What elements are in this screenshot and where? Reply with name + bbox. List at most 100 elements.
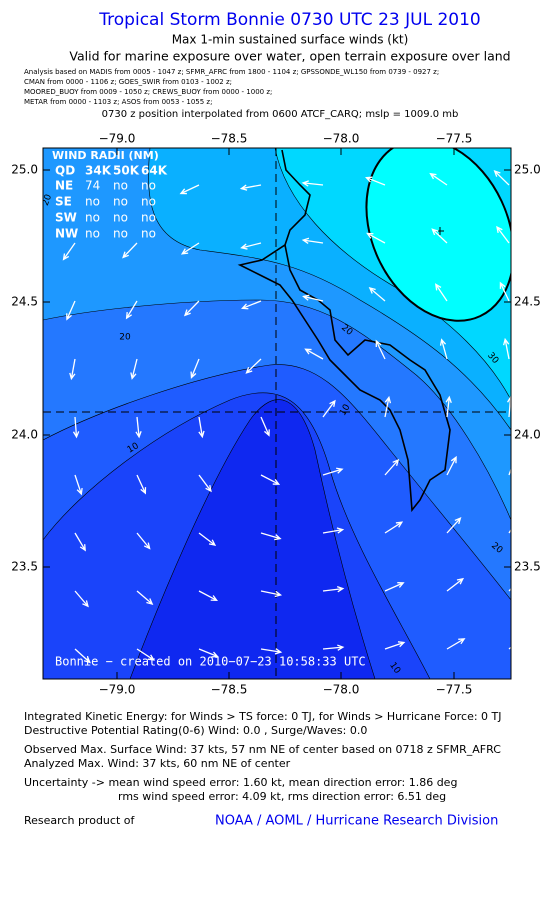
analysis-line: Analysis based on MADIS from 0005 - 1047… [24,68,439,76]
wind-arrow [62,242,76,261]
wind-arrow [384,395,392,418]
footer-line: Destructive Potential Rating(0-6) Wind: … [24,724,367,737]
lat-tick-label: 24.5 [514,295,541,309]
wind-radii-cell: no [141,179,156,193]
wind-arrow [136,590,154,605]
footer-line: Uncertainty -> mean wind speed error: 1.… [24,776,457,789]
credit: Bonnie − created on 2010−07−23 10:58:33 … [55,655,366,669]
position-note: 0730 z position interpolated from 0600 A… [102,109,459,120]
wind-arrow [508,467,511,476]
research-org: NOAA / AOML / Hurricane Research Divisio… [215,814,498,829]
wind-arrow [302,294,324,302]
research-label: Research product of [24,814,135,827]
wind-arrow [74,532,86,552]
wind-arrow [499,281,510,302]
lat-tick-label: 24.0 [11,428,38,442]
wind-arrow [260,648,283,655]
wind-radii-cell: SW [55,211,77,225]
map-frame [42,147,512,680]
wind-arrow [384,521,404,534]
wind-arrow [322,644,345,651]
wind-arrow [239,184,262,191]
wind-arrow [445,395,452,418]
lon-tick-label: −78.0 [323,132,360,146]
wind-arrow [122,242,138,259]
wind-arrow [384,582,405,592]
wind-radii-cell: 74 [85,179,100,193]
lat-tick-label: 25.0 [11,163,38,177]
analysis-line: METAR from 0000 - 1103 z; ASOS from 0053… [24,98,212,106]
wind-arrow [136,474,147,495]
wind-arrow [198,590,219,602]
lon-tick-label: −79.0 [99,683,136,697]
footer-line: rms wind speed error: 4.09 kt, rms direc… [118,790,446,803]
lat-tick-label: 23.5 [514,560,541,574]
wind-arrow [74,590,89,608]
wind-arrow [322,527,345,534]
wind-arrow [135,416,142,439]
lat-tick-label: 23.5 [11,560,38,574]
subtitle: Max 1-min sustained surface winds (kt) [172,33,409,47]
wind-radii-cell: no [113,227,128,241]
wind-arrow [375,339,386,360]
wind-radii-cell: no [85,227,100,241]
wind-arrow [125,300,138,320]
wind-arrow [260,474,281,485]
wind-arrow [241,300,262,310]
wind-arrow [434,283,448,302]
footer-line: Integrated Kinetic Energy: for Winds > T… [24,710,502,723]
wind-arrow [183,300,200,317]
wind-radii-cell: no [113,211,128,225]
contour-label: 20 [119,333,131,343]
wind-arrow [322,467,344,476]
wind-arrow [245,358,262,374]
wind-arrow [72,416,80,439]
wind-arrow [136,532,151,550]
lat-tick-label: 25.0 [514,163,541,177]
axes: −79.0 −79.0 −78.5 −78.5 −78.0 −78.0 −77.5 −77.5… [11,132,540,697]
wind-arrow [322,399,336,418]
wind-arrow [74,648,91,664]
wind-arrow [304,348,324,360]
wind-arrow [384,641,406,650]
wind-arrow [190,358,200,379]
lon-tick-label: −79.0 [99,132,136,146]
wind-radii-cell: SE [55,195,72,209]
lon-tick-label: −78.0 [323,683,360,697]
wind-arrow [431,228,448,244]
subtitle: Valid for marine exposure over water, op… [69,49,510,64]
wind-radii-header: QD [55,164,75,178]
wind-radii-cell: no [141,227,156,241]
lon-tick-label: −77.5 [436,132,473,146]
lon-tick-label: −78.5 [211,132,248,146]
lat-tick-label: 24.0 [514,428,541,442]
wind-arrow [446,517,462,534]
lon-tick-label: −77.5 [436,683,473,697]
wind-arrow [446,455,457,476]
wind-arrow [198,532,217,546]
wind-arrow [366,232,386,244]
wind-arrow [74,474,83,496]
wind-radii-cell: no [85,211,100,225]
analysis-line: MOORED_BUOY from 0009 - 1050 z; CREWS_BU… [24,88,272,96]
coastline [237,243,451,513]
wind-arrow [180,242,200,255]
coastline [281,149,311,246]
lat-tick-label: 24.5 [11,295,38,309]
footer: Integrated Kinetic Energy: for Winds > T… [24,710,502,829]
wind-arrow [439,338,448,360]
wind-arrow [301,237,324,245]
wind-radii-cell: no [141,195,156,209]
wind-radii-cell: NE [55,179,73,193]
wind-arrow [66,300,76,321]
footer-line: Observed Max. Surface Wind: 37 kts, 57 n… [24,743,501,756]
wind-arrow [260,532,282,541]
wind-radii-header: 50K [113,164,140,178]
wind-band [129,399,376,679]
wind-arrow [198,474,212,493]
wind-radii-header: 64K [141,164,168,178]
wind-arrow [130,358,138,380]
wind-arrow [384,458,400,476]
